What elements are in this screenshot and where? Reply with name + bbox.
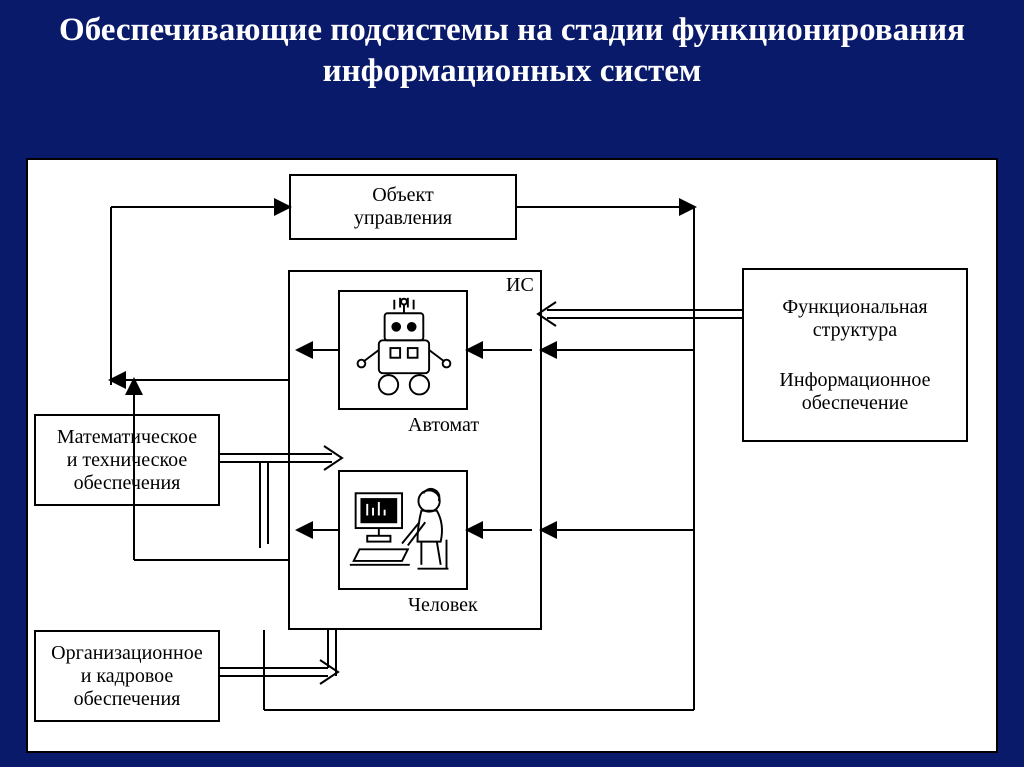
page-title: Обеспечивающие подсистемы на стадии функ… [0,0,1024,99]
text-func-struct: Функциональнаяструктура [782,296,927,342]
label-is: ИС [506,274,534,297]
diagram-panel: Объектуправления [26,158,998,753]
human-icon [340,472,466,588]
box-functional-structure: Функциональнаяструктура Информационноеоб… [742,268,968,442]
box-org-hr: Организационноеи кадровоеобеспечения [34,630,220,722]
box-control-object: Объектуправления [289,174,517,240]
text-info-prov: Информационноеобеспечение [779,369,930,415]
automat-icon [340,292,466,408]
label-human: Человек [408,594,478,617]
icon-automat [338,290,468,410]
icon-human [338,470,468,590]
label-automat: Автомат [408,414,479,437]
box-control-text: Объектуправления [354,184,452,230]
text-math-tech: Математическоеи техническоеобеспечения [57,426,197,495]
text-org-hr: Организационноеи кадровоеобеспечения [51,642,203,711]
box-math-tech: Математическоеи техническоеобеспечения [34,414,220,506]
